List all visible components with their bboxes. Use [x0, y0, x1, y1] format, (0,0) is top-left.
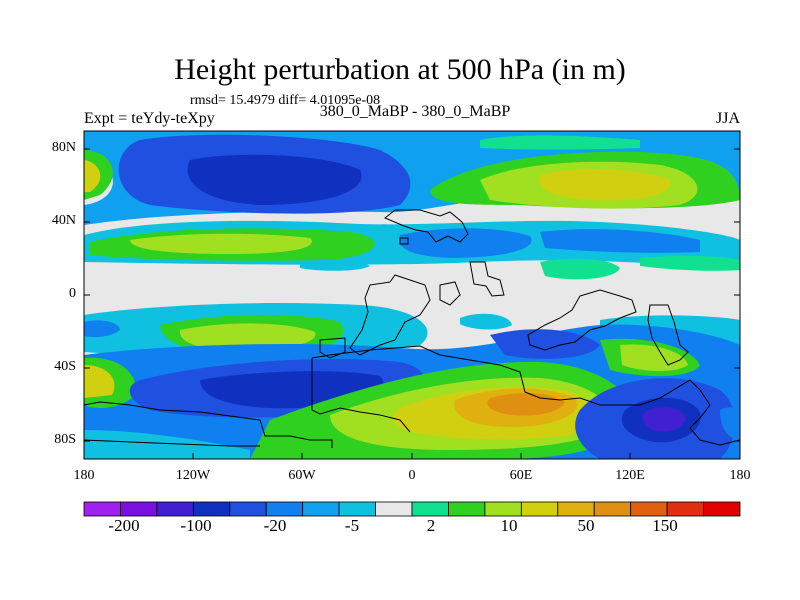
colorbar-box-16 — [666, 501, 704, 517]
coast-west-island — [319, 337, 346, 359]
contour-40n-east-blue — [540, 229, 700, 253]
lon-label-60e: 60E — [509, 468, 533, 483]
colorbar-label-6: 50 — [577, 516, 595, 535]
contour-30n-teal — [540, 258, 620, 280]
colorbar — [83, 501, 741, 517]
colorbar-box-6 — [302, 501, 340, 517]
contour-antarctic-band — [84, 430, 250, 459]
colorbar-box-14 — [593, 501, 632, 517]
colorbar-box-5 — [265, 501, 304, 517]
colorbar-label-1: -100 — [180, 516, 212, 535]
colorbar-box-1 — [120, 501, 158, 517]
center-label: 380_0_MaBP - 380_0_MaBP — [319, 103, 511, 120]
coast-southern-ridge — [311, 345, 740, 446]
colorbar-box-12 — [520, 501, 559, 517]
colorbar-box-4 — [229, 501, 267, 517]
lon-label-120w: 120W — [175, 468, 211, 483]
season-label: JJA — [715, 110, 740, 127]
colorbar-box-8 — [375, 501, 413, 517]
coast-north-landmass — [384, 209, 469, 243]
contour-s-indian-lime — [620, 344, 688, 372]
lon-label-0: 0 — [408, 468, 416, 483]
colorbar-box-17 — [703, 501, 741, 517]
contour-field — [84, 131, 740, 459]
lat-label-40s: 40S — [54, 359, 76, 374]
coast-central-island — [469, 261, 505, 297]
colorbar-label-4: 2 — [426, 516, 436, 535]
coast-small-island — [399, 237, 409, 245]
colorbar-label-2: -20 — [263, 516, 287, 535]
colorbar-box-7 — [338, 501, 376, 517]
colorbar-box-13 — [557, 501, 595, 517]
contour-30n-east-teal — [640, 255, 740, 271]
lon-label-180w: 180 — [73, 468, 95, 483]
contour-ne-yellow — [539, 168, 671, 201]
colorbar-box-2 — [156, 501, 194, 517]
lat-label-80n: 80N — [51, 140, 76, 155]
lon-label-120e: 120E — [615, 468, 645, 483]
contour-se-low-center — [642, 407, 686, 432]
colorbar-box-3 — [192, 501, 231, 517]
contour-40n-lime — [130, 233, 312, 254]
coast-southern-west — [311, 358, 411, 433]
colorbar-box-15 — [630, 501, 668, 517]
colorbar-label-0: -200 — [108, 516, 140, 535]
contour-far-se-blue — [720, 407, 740, 440]
contour-40n-blue — [399, 228, 532, 258]
coast-central-small — [439, 281, 461, 306]
coastlines — [84, 209, 740, 448]
colorbar-box-9 — [411, 501, 449, 517]
colorbar-label-3: -5 — [344, 516, 360, 535]
contour-north-teal — [480, 135, 640, 150]
lat-label-0: 0 — [69, 286, 76, 301]
contour-20s-lime — [179, 323, 316, 350]
experiment-label: Expt = teYdy-teXpy — [84, 110, 215, 127]
coast-east-continent — [527, 289, 637, 351]
contour-nw-yellow — [84, 160, 101, 192]
contour-south-atlantic-low — [490, 329, 600, 359]
colorbar-box-11 — [484, 501, 522, 517]
coast-antarctic-line — [84, 439, 260, 447]
coast-antarctic-west — [84, 401, 333, 448]
coast-east-peninsula — [647, 304, 689, 366]
colorbar-label-7: 150 — [652, 516, 678, 535]
lon-label-60w: 60W — [288, 468, 316, 483]
contour-sw-yellow — [84, 365, 115, 398]
lat-label-40n: 40N — [51, 213, 76, 228]
axis-ticks — [83, 148, 741, 459]
plot-title: Height perturbation at 500 hPa (in m) — [174, 53, 626, 86]
contour-north-low-core — [187, 154, 362, 205]
contour-20s-west-blue — [84, 320, 120, 338]
lon-label-180e: 180 — [729, 468, 751, 483]
contour-30n-lightblue — [300, 259, 370, 271]
colorbar-label-5: 10 — [500, 516, 518, 535]
colorbar-box-10 — [448, 501, 486, 517]
colorbar-box-0 — [83, 501, 121, 517]
coast-central-continent — [349, 274, 431, 356]
rmsd-stats: rmsd= 15.4979 diff= 4.01095e-08 — [190, 93, 381, 108]
lat-label-80s: 80S — [54, 432, 76, 447]
contour-20s-spot — [460, 313, 512, 330]
